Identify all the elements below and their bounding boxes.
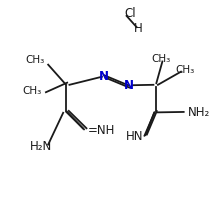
Text: CH₃: CH₃ — [23, 86, 42, 96]
Text: Cl: Cl — [124, 7, 136, 20]
Text: CH₃: CH₃ — [25, 55, 44, 66]
Text: NH₂: NH₂ — [188, 106, 210, 119]
Text: =NH: =NH — [87, 124, 115, 137]
Text: CH₃: CH₃ — [152, 54, 171, 64]
Text: H₂N: H₂N — [30, 140, 53, 153]
Text: HN: HN — [126, 130, 143, 143]
Text: CH₃: CH₃ — [175, 65, 194, 75]
Text: N: N — [124, 79, 134, 92]
Text: N: N — [99, 70, 109, 83]
Text: H: H — [133, 22, 142, 35]
